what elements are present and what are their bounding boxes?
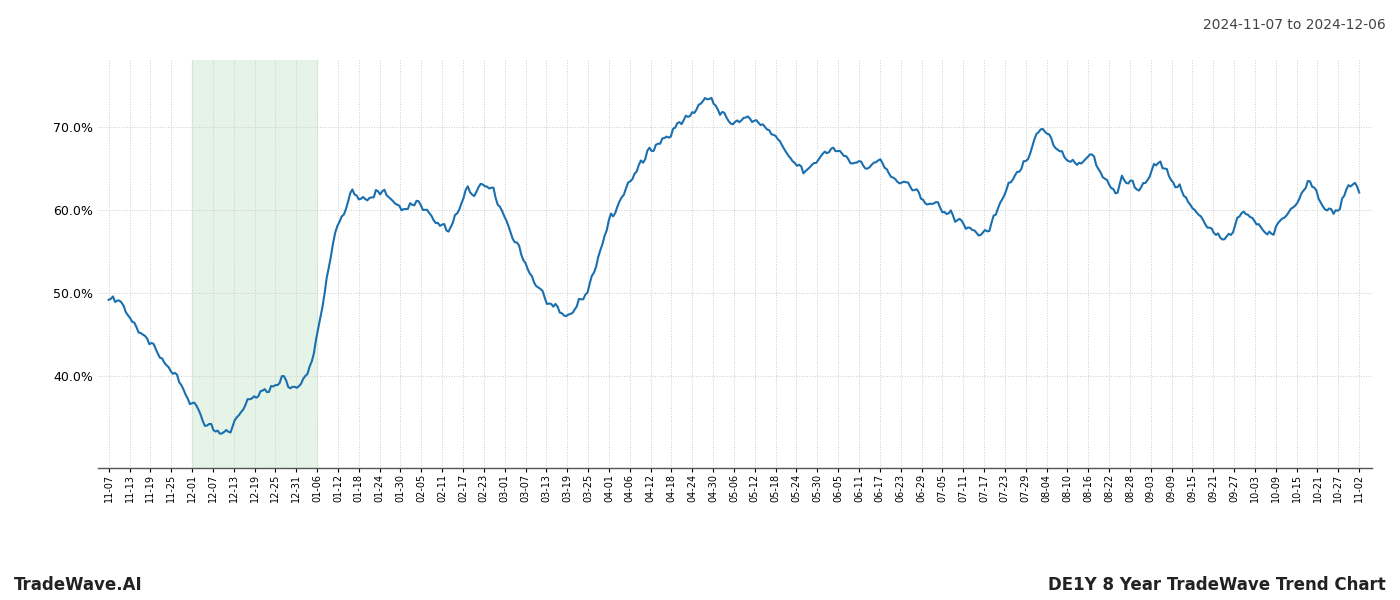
Text: 2024-11-07 to 2024-12-06: 2024-11-07 to 2024-12-06: [1203, 18, 1386, 32]
Text: DE1Y 8 Year TradeWave Trend Chart: DE1Y 8 Year TradeWave Trend Chart: [1049, 576, 1386, 594]
Bar: [192, 60, 318, 468]
Text: TradeWave.AI: TradeWave.AI: [14, 576, 143, 594]
